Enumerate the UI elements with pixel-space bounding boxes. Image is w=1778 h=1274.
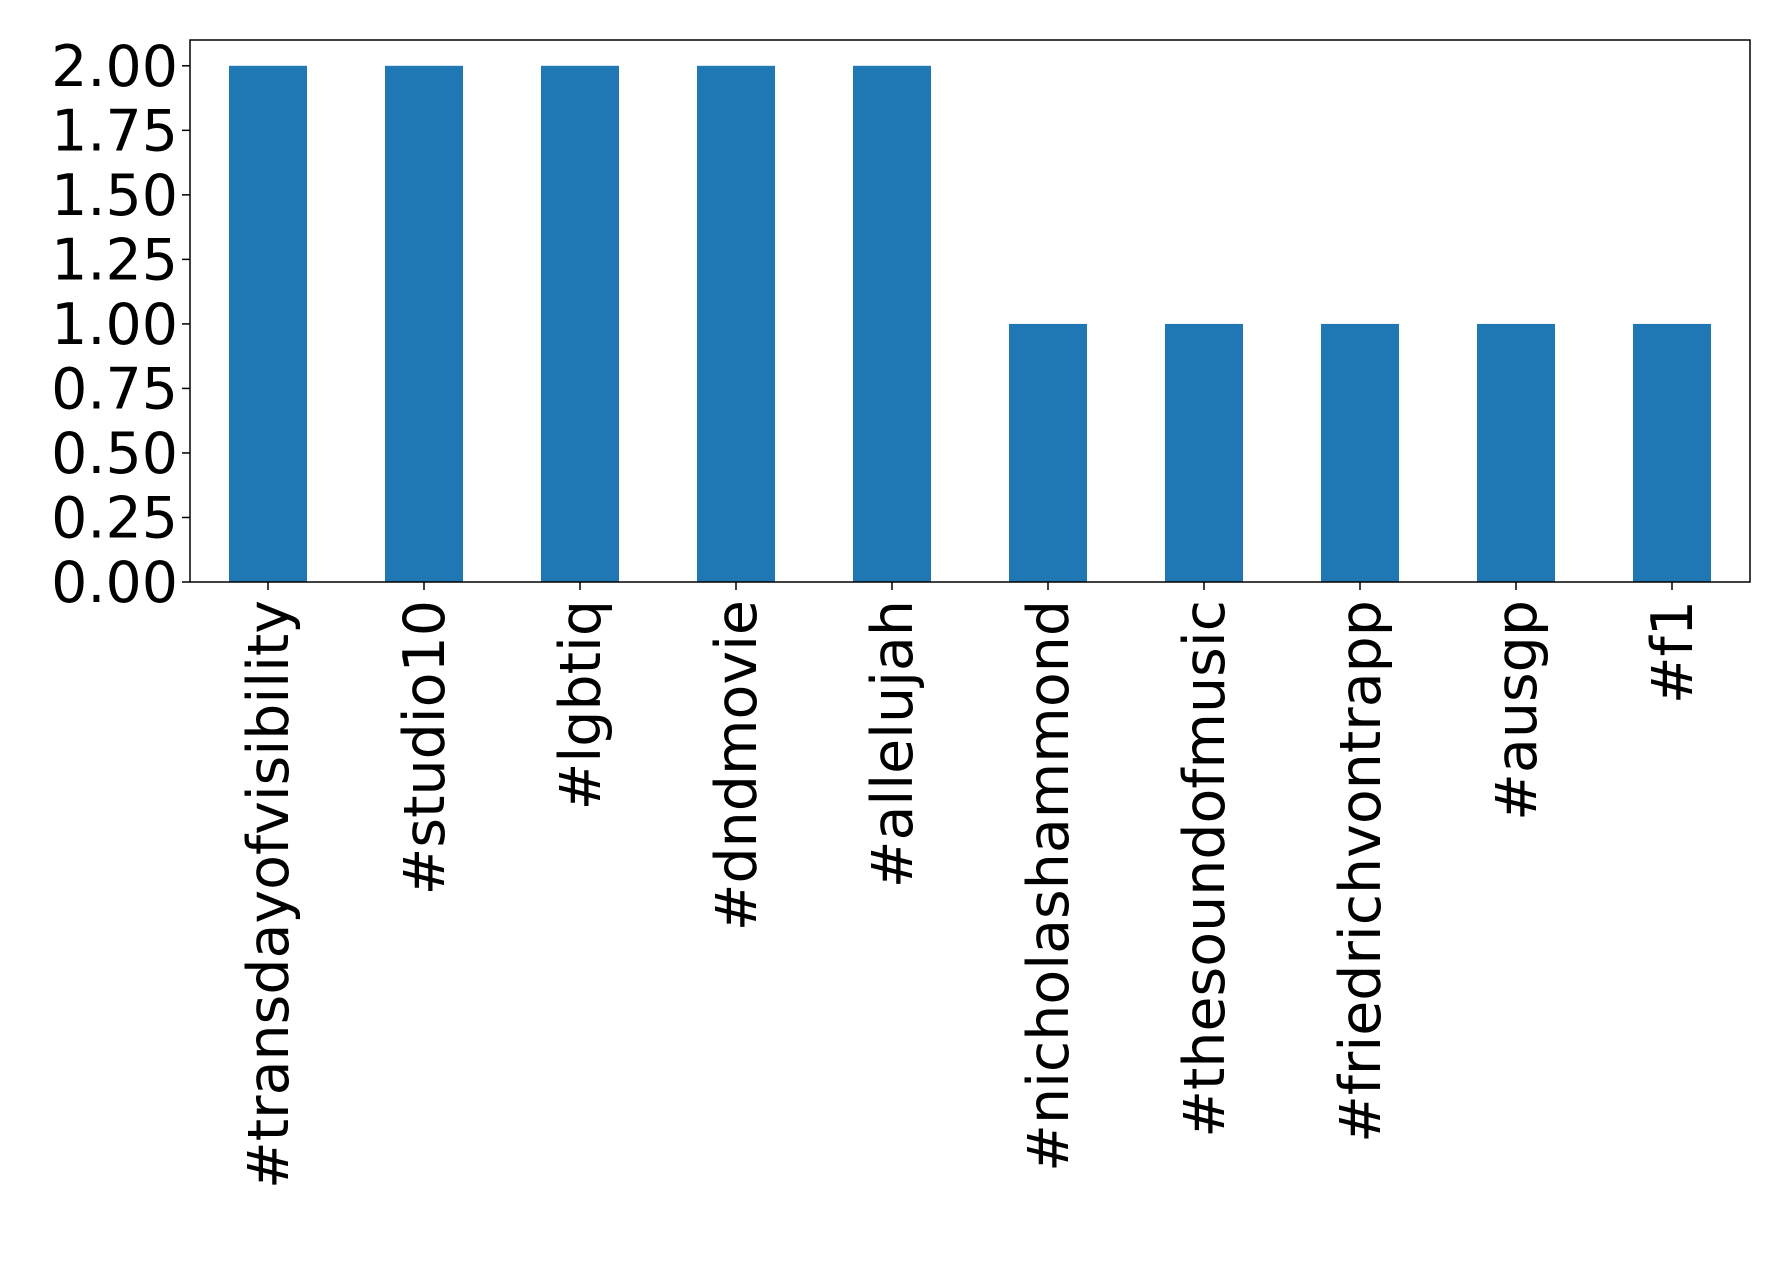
bars-layer bbox=[229, 65, 1711, 583]
y-tick-label: 0.50 bbox=[51, 421, 178, 487]
plot-frame bbox=[189, 39, 1751, 583]
x-tick-label: #studio10 bbox=[392, 600, 458, 895]
bar-transdayofvisibility bbox=[229, 65, 307, 583]
x-tick-label: #ausgp bbox=[1484, 600, 1550, 821]
bar-lgbtiq bbox=[541, 65, 619, 583]
bar-dndmovie bbox=[697, 65, 775, 583]
bar-allelujah bbox=[853, 65, 931, 583]
y-tick-label: 1.25 bbox=[51, 227, 178, 293]
y-tick-label: 0.25 bbox=[51, 485, 178, 551]
y-tick-label: 0.75 bbox=[51, 356, 178, 422]
x-tick-label: #lgbtiq bbox=[548, 600, 614, 810]
bar-f1 bbox=[1633, 323, 1711, 582]
x-tick-label: #nicholashammond bbox=[1016, 600, 1082, 1172]
x-tick-label: #thesoundofmusic bbox=[1172, 600, 1238, 1138]
y-tick-label: 1.00 bbox=[51, 292, 178, 358]
x-tick-label: #transdayofvisibility bbox=[236, 600, 302, 1189]
y-tick-label: 2.00 bbox=[51, 34, 178, 100]
bar-friedrichvontrapp bbox=[1321, 323, 1399, 582]
y-tick-label: 1.75 bbox=[51, 98, 178, 164]
bar-nicholashammond bbox=[1009, 323, 1087, 582]
y-tick-label: 1.50 bbox=[51, 163, 178, 229]
bar-thesoundofmusic bbox=[1165, 323, 1243, 582]
x-tick-label: #allelujah bbox=[860, 600, 926, 888]
x-axis: #transdayofvisibility #studio10 #lgbtiq #dn… bbox=[236, 582, 1706, 1189]
x-tick-label: #dndmovie bbox=[704, 600, 770, 931]
bar-studio10 bbox=[385, 65, 463, 583]
x-tick-label: #f1 bbox=[1640, 600, 1706, 704]
y-tick-label: 0.00 bbox=[51, 550, 178, 616]
y-axis: 0.000.250.500.751.001.251.501.752.00 bbox=[51, 34, 190, 616]
bar-ausgp bbox=[1477, 323, 1555, 582]
x-tick-label: #friedrichvontrapp bbox=[1328, 600, 1394, 1143]
